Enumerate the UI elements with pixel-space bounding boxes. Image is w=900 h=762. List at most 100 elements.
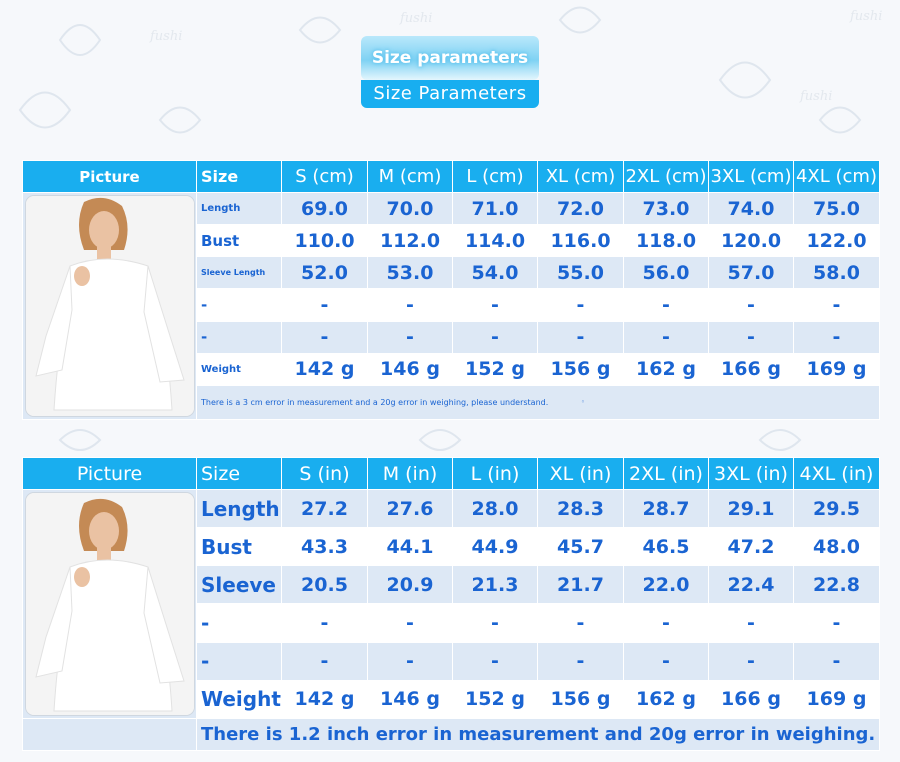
column-header: M (cm) [367,160,453,193]
column-header: 3XL (in) [708,457,794,490]
table-cell: 46.5 [623,527,709,567]
table-cell: 21.3 [452,565,538,605]
table-cell: 71.0 [452,191,538,226]
note-spacer [22,718,197,751]
table-note-row: There is 1.2 inch error in measurement a… [22,718,880,751]
table-cell: 52.0 [281,256,368,290]
table-cell: 142 g [281,679,368,720]
table-cell: 21.7 [537,565,624,605]
table-cell: 56.0 [623,256,709,290]
table-cell: 116.0 [537,224,624,258]
row-label: Bust [196,527,282,567]
dress-model-photo [26,196,194,416]
table-cell: - [281,603,368,643]
column-header: XL (in) [537,457,624,490]
row-label: Weight [196,679,282,720]
table-cell: - [623,288,709,322]
table-cell: - [281,288,368,322]
table-cell: - [281,641,368,681]
logo-icon: ◦ [580,398,585,407]
watermark-text: fushi [149,29,182,44]
table-cell: 156 g [537,679,624,720]
table-row: Length 27.2 27.6 28.0 28.3 28.7 29.1 29.… [22,488,880,719]
table-row: Sleeve Length 52.0 53.0 54.0 55.0 56.0 5… [23,256,880,290]
table-row: Sleeve 20.5 20.9 21.3 21.7 22.0 22.4 22.… [23,565,880,605]
table-row: Length 69.0 70.0 71.0 72.0 73.0 74.0 75.… [22,191,880,420]
watermark-text: fushi [799,89,832,104]
table-row: Weight 142 g 146 g 152 g 156 g 162 g 166… [23,352,880,386]
banner-title-graphic: Size parameters [361,36,539,80]
table-cell: 22.0 [623,565,709,605]
table-cell: - [537,288,624,322]
table-cell: - [367,320,453,354]
table-cell: 55.0 [537,256,624,290]
column-header: 2XL (in) [623,457,709,490]
banner-title: Size Parameters [361,80,539,108]
table-row: Bust 110.0 112.0 114.0 116.0 118.0 120.0… [23,224,880,258]
row-label: Weight [196,352,282,386]
table-cell: 162 g [623,352,709,386]
table-cell: - [367,603,453,643]
table-cell: - [623,641,709,681]
watermark-text: fushi [849,9,882,24]
measurement-note: There is a 3 cm error in measurement and… [196,384,880,421]
table-cell: 27.2 [281,488,368,529]
picture-header: Picture [22,457,197,490]
table-cell: - [793,320,880,354]
table-cell: 44.9 [452,527,538,567]
column-header: L (in) [452,457,538,490]
table-cell: - [708,641,794,681]
picture-header: Picture [22,160,197,193]
table-cell: - [793,603,880,643]
table-cell: 112.0 [367,224,453,258]
table-cell: - [537,320,624,354]
table-cell: 156 g [537,352,624,386]
table-cell: - [708,603,794,643]
table-cell: - [367,641,453,681]
table-cell: 27.6 [367,488,453,529]
table-cell: 74.0 [708,191,794,226]
column-header: S (in) [281,457,368,490]
table-cell: - [793,641,880,681]
table-cell: - [452,288,538,322]
table-header-row: Picture Size S (in) M (in) L (in) XL (in… [22,457,880,490]
row-label: - [196,641,282,681]
table-cell: 44.1 [367,527,453,567]
table-cell: 28.0 [452,488,538,529]
table-cell: 114.0 [452,224,538,258]
table-cell: 28.7 [623,488,709,529]
table-cell: - [452,320,538,354]
column-header: M (in) [367,457,453,490]
table-note-row: There is a 3 cm error in measurement and… [23,384,880,421]
table-cell: 72.0 [537,191,624,226]
table-cell: 73.0 [623,191,709,226]
size-table-inch: Picture Size S (in) M (in) L (in) XL (in… [22,457,880,751]
size-parameters-banner: Size parameters Size Parameters [361,36,539,112]
table-cell: 22.8 [793,565,880,605]
table-cell: 169 g [793,352,880,386]
column-header: L (cm) [452,160,538,193]
column-header: S (cm) [281,160,368,193]
column-header: 4XL (in) [793,457,880,490]
row-label: Sleeve Length [196,256,282,290]
table-cell: 53.0 [367,256,453,290]
column-header: 4XL (cm) [793,160,880,193]
table-cell: 28.3 [537,488,624,529]
product-photo-cell [22,489,197,719]
table-cell: 142 g [281,352,368,386]
size-header: Size [196,457,282,490]
table-cell: 162 g [623,679,709,720]
table-cell: 146 g [367,352,453,386]
table-cell: - [708,288,794,322]
table-cell: - [793,288,880,322]
table-cell: 45.7 [537,527,624,567]
table-cell: 166 g [708,352,794,386]
table-cell: 22.4 [708,565,794,605]
table-cell: 166 g [708,679,794,720]
table-cell: 146 g [367,679,453,720]
dress-model-photo [26,493,194,715]
table-row: Weight 142 g 146 g 152 g 156 g 162 g 166… [23,679,880,720]
table-cell: 20.5 [281,565,368,605]
watermark-text: fushi [399,11,432,26]
table-cell: 29.5 [793,488,880,529]
